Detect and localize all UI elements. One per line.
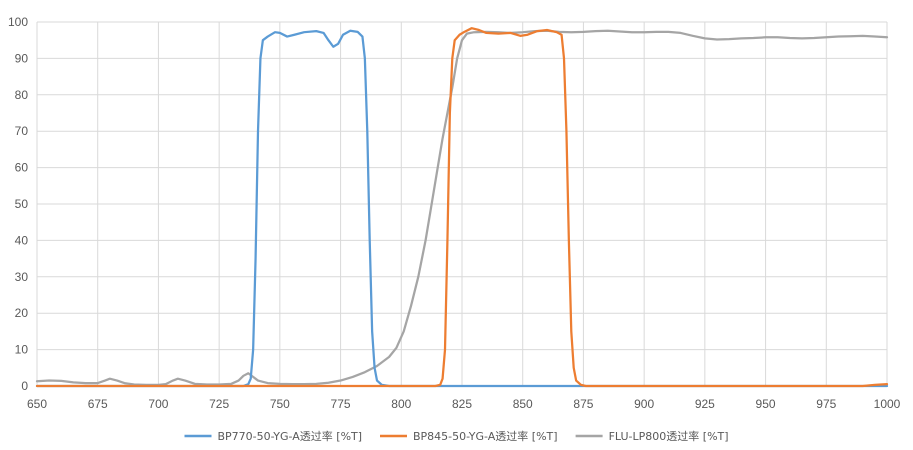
legend-item-0: BP770-50-YG-A透过率 [%T] bbox=[184, 429, 363, 443]
legend-label: BP770-50-YG-A透过率 [%T] bbox=[218, 429, 363, 443]
x-tick-label: 850 bbox=[513, 397, 533, 411]
x-tick-label: 675 bbox=[88, 397, 108, 411]
x-tick-label: 700 bbox=[148, 397, 168, 411]
x-tick-label: 925 bbox=[695, 397, 715, 411]
series-lines bbox=[35, 27, 889, 388]
x-tick-label: 800 bbox=[391, 397, 411, 411]
legend-item-1: BP845-50-YG-A透过率 [%T] bbox=[380, 429, 558, 443]
y-tick-label: 80 bbox=[15, 88, 29, 102]
y-tick-label: 60 bbox=[15, 161, 29, 175]
x-tick-label: 750 bbox=[270, 397, 290, 411]
series-line-1 bbox=[35, 27, 889, 388]
y-tick-label: 40 bbox=[15, 233, 29, 247]
x-tick-label: 900 bbox=[634, 397, 654, 411]
grid-lines bbox=[36, 21, 888, 387]
series-line-2 bbox=[35, 29, 889, 387]
x-tick-label: 650 bbox=[27, 397, 47, 411]
y-tick-label: 30 bbox=[15, 270, 29, 284]
legend: BP770-50-YG-A透过率 [%T] BP845-50-YG-A透过率 [%… bbox=[184, 429, 729, 443]
y-tick-label: 70 bbox=[15, 124, 29, 138]
x-tick-label: 775 bbox=[331, 397, 351, 411]
x-tick-label: 950 bbox=[756, 397, 776, 411]
legend-item-2: FLU-LP800透过率 [%T] bbox=[575, 429, 729, 443]
y-tick-label: 20 bbox=[15, 306, 29, 320]
legend-label: FLU-LP800透过率 [%T] bbox=[609, 429, 729, 443]
x-tick-label: 875 bbox=[573, 397, 593, 411]
legend-label: BP845-50-YG-A透过率 [%T] bbox=[413, 429, 558, 443]
x-axis-tick-labels: 650 675 700 725 750 775 800 825 850 875 900 925 950 9… bbox=[27, 397, 901, 411]
y-tick-label: 90 bbox=[15, 51, 29, 65]
x-tick-label: 975 bbox=[816, 397, 836, 411]
x-tick-label: 825 bbox=[452, 397, 472, 411]
y-tick-label: 50 bbox=[15, 197, 29, 211]
y-axis-tick-labels: 0 10 20 30 40 50 60 70 80 90 100 bbox=[8, 15, 28, 393]
x-tick-label: 725 bbox=[209, 397, 229, 411]
y-tick-label: 10 bbox=[15, 343, 29, 357]
series-line-0 bbox=[35, 29, 889, 388]
y-tick-label: 100 bbox=[8, 15, 28, 29]
y-tick-label: 0 bbox=[21, 379, 28, 393]
x-tick-label: 1000 bbox=[874, 397, 901, 411]
